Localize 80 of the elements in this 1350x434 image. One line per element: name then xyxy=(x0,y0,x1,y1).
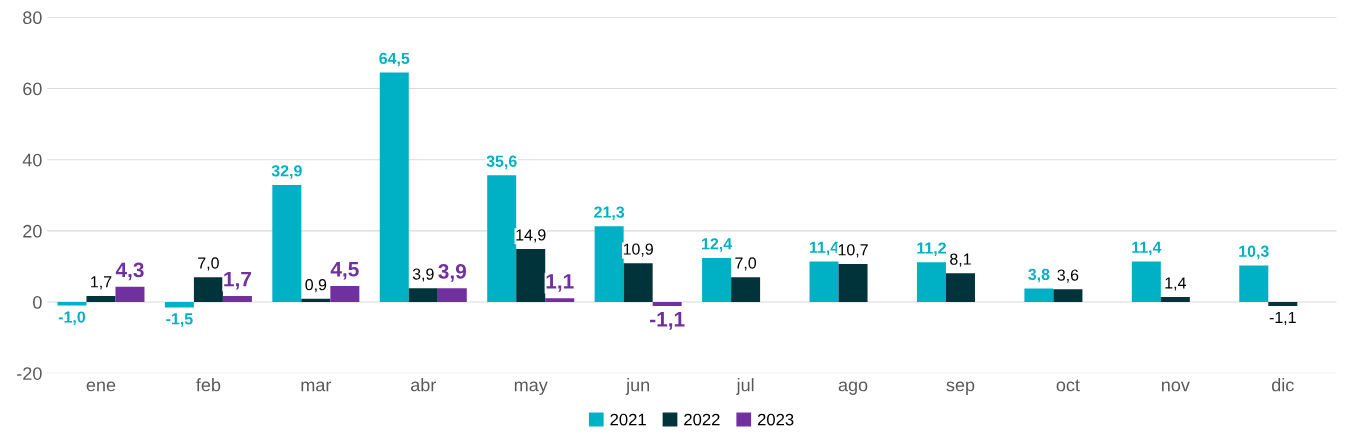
bar xyxy=(487,175,517,303)
bar xyxy=(193,277,223,303)
data-label: 35,6 xyxy=(486,155,517,170)
data-label: 4,3 xyxy=(115,262,144,281)
bar xyxy=(1131,261,1161,303)
data-label: -1,1 xyxy=(650,312,685,330)
data-label: 1,4 xyxy=(1165,277,1186,291)
data-label: 7,0 xyxy=(735,257,757,271)
bar xyxy=(437,288,467,303)
x-tick-label: may xyxy=(514,381,548,395)
data-label: 14,9 xyxy=(516,229,546,243)
bar xyxy=(809,261,839,303)
y-tick-label: 80 xyxy=(23,11,42,25)
y-tick-label: 20 xyxy=(23,224,42,238)
data-label: 10,7 xyxy=(838,244,868,258)
bar xyxy=(408,288,438,303)
bar xyxy=(1239,265,1269,303)
data-label: 10,3 xyxy=(1239,245,1269,260)
x-tick-label: abr xyxy=(411,378,437,392)
bar xyxy=(594,226,624,303)
x-tick-label: ago xyxy=(838,381,868,395)
bar xyxy=(164,302,194,308)
data-label: 3,8 xyxy=(1028,268,1050,283)
data-label: 12,4 xyxy=(702,238,733,252)
x-tick-label: nov xyxy=(1161,381,1190,392)
legend-label: 2023 xyxy=(757,413,794,426)
bar xyxy=(916,262,946,303)
bar xyxy=(57,302,87,306)
bar xyxy=(945,273,975,303)
bar xyxy=(379,72,409,303)
x-tick-label: jul xyxy=(736,378,754,395)
data-label: 32,9 xyxy=(271,165,302,179)
bar xyxy=(86,296,116,303)
data-label: 3,6 xyxy=(1057,269,1079,283)
data-label: 64,5 xyxy=(379,52,410,67)
data-label: 1,1 xyxy=(546,274,574,292)
legend-label: 2022 xyxy=(684,413,720,426)
data-label: 3,9 xyxy=(438,263,466,282)
data-label: 4,5 xyxy=(330,262,359,280)
bar xyxy=(652,302,682,306)
legend-label: 2021 xyxy=(610,413,646,426)
y-tick-label: -20 xyxy=(17,367,42,380)
bar xyxy=(115,286,145,303)
x-tick-label: jun xyxy=(625,378,650,395)
x-tick-label: sep xyxy=(946,381,975,395)
y-tick-label: 60 xyxy=(23,82,42,96)
x-tick-label: feb xyxy=(196,378,221,392)
data-label: 0,9 xyxy=(305,279,327,293)
data-label: -1,5 xyxy=(166,313,193,327)
data-label: 1,7 xyxy=(224,272,251,290)
data-label: 1,7 xyxy=(91,276,112,290)
data-label: -1,1 xyxy=(1269,311,1296,325)
x-tick-label: oct xyxy=(1056,379,1080,392)
data-label: 8,1 xyxy=(950,253,971,267)
y-tick-label: 40 xyxy=(22,153,42,167)
data-label: 11,4 xyxy=(1132,241,1162,256)
bar xyxy=(623,263,653,303)
data-label: 7,0 xyxy=(198,257,219,271)
bar xyxy=(731,277,761,303)
data-label: 3,9 xyxy=(412,268,434,282)
bar xyxy=(702,257,732,303)
bar xyxy=(545,298,575,303)
bar xyxy=(838,263,868,303)
x-tick-label: dic xyxy=(1272,378,1294,392)
bar xyxy=(1160,297,1190,303)
bar xyxy=(1268,302,1298,306)
bar xyxy=(516,249,546,303)
y-tick-label: 0 xyxy=(33,296,42,309)
bar xyxy=(301,298,331,303)
x-tick-label: mar xyxy=(301,381,332,392)
data-label: -1,0 xyxy=(58,311,86,326)
bar xyxy=(222,296,252,303)
data-label: 10,9 xyxy=(623,243,653,257)
bar xyxy=(272,184,302,303)
bar xyxy=(330,286,360,303)
data-label: 11,2 xyxy=(917,242,946,257)
x-tick-label: ene xyxy=(86,381,116,392)
data-label: 21,3 xyxy=(594,206,625,221)
bar xyxy=(1024,288,1054,303)
bar xyxy=(1053,289,1083,303)
